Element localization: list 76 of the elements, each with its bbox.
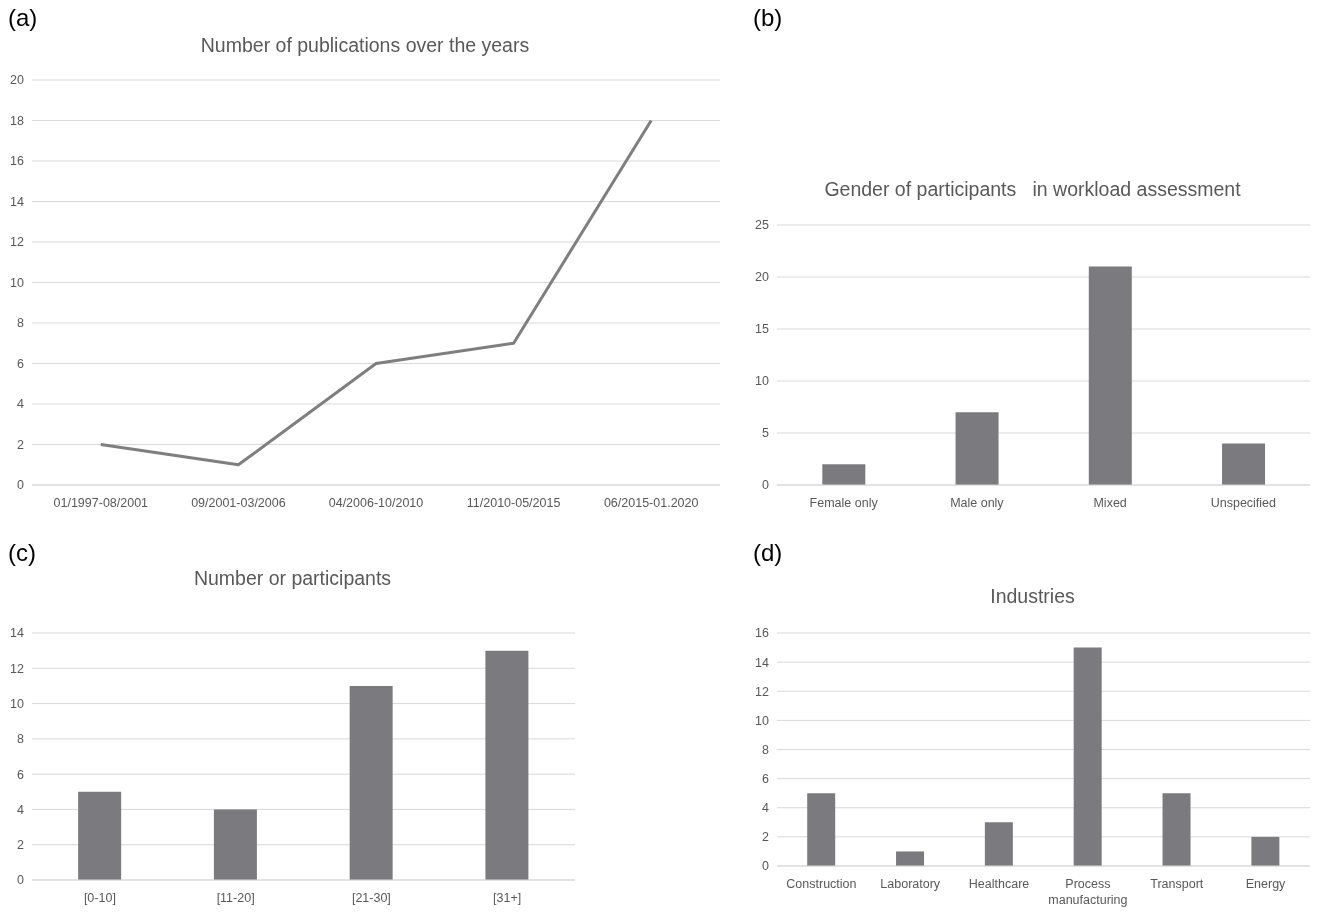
y-tick-label: 0	[762, 478, 770, 493]
text: (b)	[753, 4, 783, 32]
y-tick-label: 0	[762, 859, 770, 874]
y-tick-label: 6	[762, 772, 770, 787]
y-tick-label: 14	[10, 194, 25, 209]
bar	[78, 791, 122, 880]
y-tick-label: 20	[10, 73, 25, 88]
y-tick-label: 25	[755, 218, 770, 233]
y-tick-label: 8	[762, 742, 770, 757]
x-tick-label: 01/1997-08/2001	[53, 496, 149, 510]
bar	[1222, 443, 1266, 485]
chart-title: Number or participants	[192, 567, 393, 590]
y-tick-label: 12	[10, 661, 25, 676]
y-tick-label: 14	[10, 626, 25, 641]
x-tick-label: 06/2015-01.2020	[603, 496, 699, 510]
y-tick-label: 0	[17, 478, 25, 493]
y-tick-label: 10	[755, 374, 770, 389]
bar	[1073, 647, 1102, 866]
x-tick-label: [11-20]	[216, 891, 255, 905]
x-tick-label: 11/2010-05/2015	[466, 496, 561, 510]
x-tick-label: [0-10]	[83, 891, 116, 905]
bar	[1162, 793, 1191, 866]
bar	[955, 412, 999, 485]
text: (d)	[753, 539, 783, 567]
y-tick-label: 4	[17, 397, 25, 412]
y-tick-label: 6	[17, 767, 25, 782]
bar	[1088, 266, 1132, 485]
y-tick-label: 8	[17, 316, 25, 331]
bar	[896, 851, 925, 866]
bar	[1251, 836, 1280, 866]
y-tick-label: 12	[10, 235, 25, 250]
y-tick-label: 2	[17, 437, 25, 452]
y-tick-label: 16	[755, 626, 770, 641]
bar	[822, 464, 866, 485]
y-tick-label: 10	[10, 697, 25, 712]
y-tick-label: 15	[755, 322, 770, 337]
x-tick-label: Unspecified	[1210, 496, 1277, 510]
line-series	[99, 119, 653, 467]
x-tick-label: Transport	[1150, 877, 1204, 891]
text: (c)	[8, 539, 36, 567]
text: (a)	[8, 4, 38, 32]
y-tick-label: 2	[17, 838, 25, 853]
chart-title: Number of publications over the years	[199, 34, 531, 57]
y-tick-label: 8	[17, 732, 25, 747]
chart-title: Gender of participants in workload assessment	[823, 178, 1242, 201]
chart-title: Industries	[989, 585, 1076, 608]
x-tick-label: Laboratory	[880, 877, 941, 891]
x-tick-label: Healthcare	[968, 877, 1030, 891]
x-tick-label: Process manufacturing	[1048, 877, 1128, 907]
y-tick-label: 2	[762, 830, 770, 845]
x-tick-label: Energy	[1245, 877, 1287, 891]
bar	[984, 822, 1013, 866]
bar	[807, 793, 836, 866]
x-tick-label: Male only	[950, 496, 1005, 510]
y-tick-label: 6	[17, 356, 25, 371]
y-tick-label: 14	[755, 655, 770, 670]
y-tick-label: 10	[755, 713, 770, 728]
y-tick-label: 10	[10, 275, 25, 290]
x-tick-label: Female only	[809, 496, 879, 510]
y-tick-label: 12	[755, 684, 770, 699]
bar	[349, 685, 393, 880]
x-tick-label: [21-30]	[351, 891, 391, 905]
x-tick-label: 04/2006-10/2010	[328, 496, 424, 510]
y-tick-label: 4	[762, 801, 770, 816]
bar	[485, 650, 529, 880]
y-tick-label: 5	[762, 426, 770, 441]
x-tick-label: [31+]	[493, 891, 522, 905]
y-tick-label: 20	[755, 270, 770, 285]
y-tick-label: 18	[10, 113, 25, 128]
x-tick-label: 09/2001-03/2006	[191, 496, 286, 510]
y-tick-label: 0	[17, 873, 25, 888]
y-tick-label: 4	[17, 802, 25, 817]
x-tick-label: Construction	[786, 877, 857, 891]
y-tick-label: 16	[10, 154, 25, 169]
bar	[213, 809, 257, 880]
x-tick-label: Mixed	[1093, 496, 1127, 510]
